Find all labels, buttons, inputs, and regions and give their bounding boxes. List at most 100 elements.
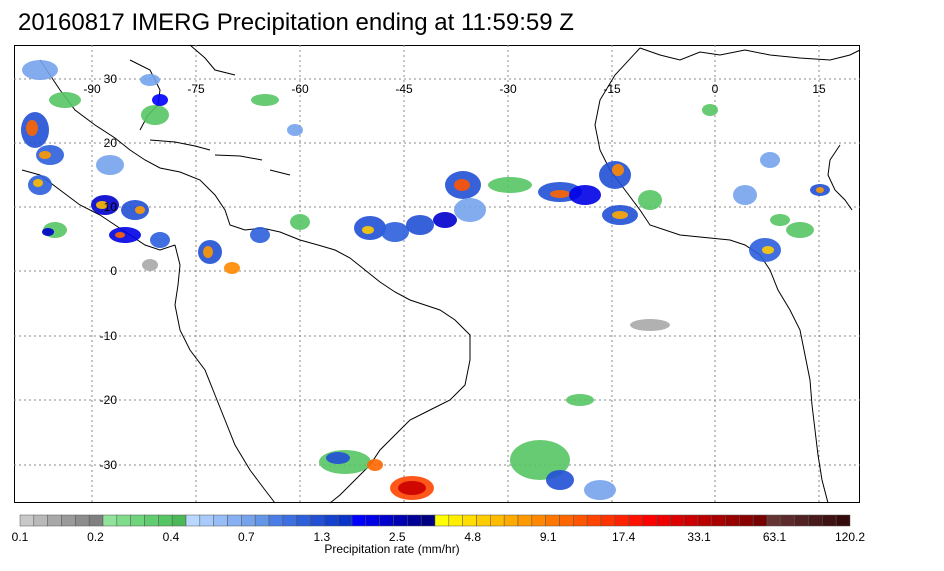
precip-cell [26,120,38,136]
precip-cell [49,92,81,108]
colorbar-swatch [324,514,339,527]
precip-cell [381,222,409,242]
precip-cell [488,177,532,193]
colorbar-swatch [407,514,422,527]
precip-cell [433,212,457,228]
longitude-label: -15 [603,82,621,96]
colorbar-swatch [227,514,242,527]
precip-cell [584,480,616,500]
colorbar-swatch [130,514,145,527]
latitude-label: 20 [104,136,118,150]
precip-cell [702,104,718,116]
colorbar-tick-label: 1.3 [313,530,330,544]
colorbar-swatch [241,514,256,527]
colorbar-swatch [268,514,284,527]
colorbar-swatch [531,514,546,527]
latitude-label: 10 [104,200,118,214]
colorbar-swatch [462,514,477,527]
colorbar-swatch [725,514,740,527]
colorbar-tick-label: 0.7 [238,530,255,544]
colorbar-swatch [794,514,809,527]
colorbar-swatch [780,514,795,527]
colorbar-swatch [739,514,754,527]
colorbar-swatch [697,514,712,527]
precip-cell [770,214,790,226]
latitude-label: 0 [110,264,117,278]
colorbar [19,514,851,527]
colorbar-swatch [61,514,76,527]
colorbar-swatch [600,514,616,527]
precip-cell [251,94,279,106]
colorbar-swatch [614,514,629,527]
colorbar-swatch [199,514,214,527]
colorbar-swatch [752,514,768,527]
colorbar-tick-label: 0.1 [12,530,29,544]
colorbar-swatch [822,514,837,527]
colorbar-swatch [337,514,353,527]
colorbar-swatch [213,514,228,527]
precip-cell [33,179,43,187]
colorbar-swatch [158,514,173,527]
colorbar-swatch [434,514,450,527]
colorbar-swatch [586,514,602,527]
precip-cell [762,246,774,254]
colorbar-tick-label: 0.2 [87,530,104,544]
precip-cell [760,152,780,168]
latitude-label: -10 [100,329,118,343]
latitude-labels: 30 20 10 0 -10 -20 -30 [100,72,118,472]
colorbar-tick-label: 4.8 [464,530,481,544]
longitude-label: -60 [291,82,309,96]
precip-cell [290,214,310,230]
precip-cell [630,319,670,331]
precipitation-field [21,60,830,500]
longitude-label: 0 [712,82,719,96]
precip-cell [566,394,594,406]
precip-cell [612,164,624,176]
colorbar-swatch [642,514,657,527]
precip-cell [39,151,51,159]
colorbar-swatch [254,514,270,527]
precip-cell [250,227,270,243]
longitude-label: -30 [499,82,517,96]
colorbar-tick-label: 17.4 [612,530,636,544]
precip-cell [141,105,169,125]
latitude-label: -30 [100,458,118,472]
colorbar-swatch [47,514,62,527]
colorbar-swatch [545,514,560,527]
precip-cell [96,201,108,209]
colorbar-swatch [711,514,726,527]
colorbar-swatch [393,514,408,527]
precip-cell [287,124,303,136]
precip-cell [150,232,170,248]
colorbar-swatch [282,514,297,527]
colorbar-tick-label: 9.1 [540,530,557,544]
colorbar-swatch [102,514,118,527]
colorbar-swatch [835,514,851,527]
colorbar-swatch [628,514,643,527]
colorbar-swatch [351,514,367,527]
precip-cell [135,206,145,214]
colorbar-swatch [365,514,380,527]
colorbar-tick-label: 33.1 [687,530,711,544]
colorbar-swatch [88,514,104,527]
precip-cell [22,60,58,80]
graticule [14,45,860,503]
colorbar-swatch [185,514,201,527]
precip-cell [638,190,662,210]
precip-cell [454,198,486,222]
longitude-labels: -90 -75 -60 -45 -30 -15 0 15 [83,82,826,96]
precip-cell [569,185,601,205]
precip-cell [816,187,824,193]
colorbar-tick-label: 0.4 [163,530,180,544]
colorbar-swatch [19,514,35,527]
colorbar-swatch [503,514,519,527]
colorbar-swatch [669,514,685,527]
colorbar-swatch [448,514,463,527]
longitude-label: -75 [187,82,205,96]
precip-cell [786,222,814,238]
precip-cell [115,232,125,238]
precip-cell [224,262,240,274]
precip-cell [367,459,383,471]
precip-cell [406,215,434,235]
